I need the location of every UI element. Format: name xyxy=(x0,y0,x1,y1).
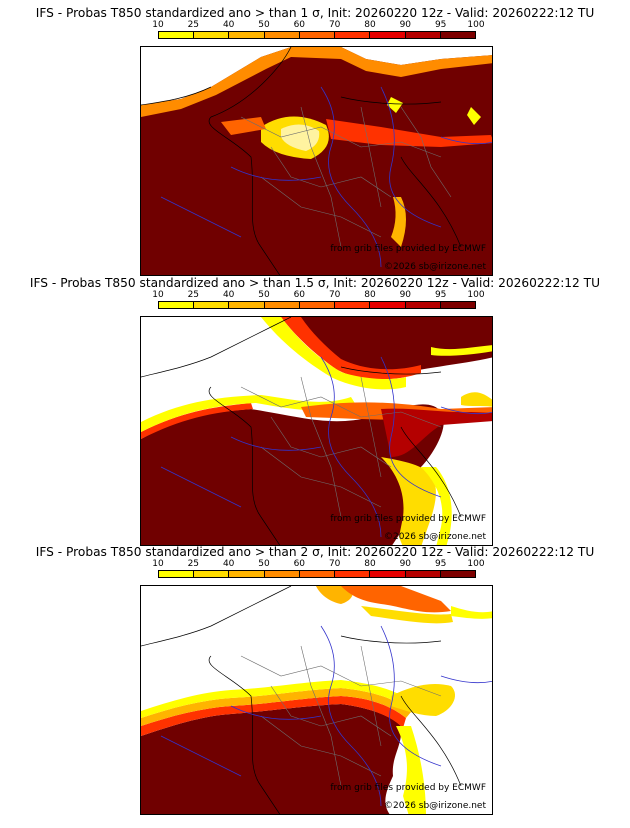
legend-tick: 70 xyxy=(328,290,341,300)
legend-tick: 70 xyxy=(328,559,341,569)
legend-swatch xyxy=(405,302,441,308)
credit-copyright: ©2026 sb@irizone.net xyxy=(384,262,486,272)
legend-tick: 100 xyxy=(467,290,485,300)
legend-tick: 60 xyxy=(293,290,306,300)
credit-source: from grib files provided by ECMWF xyxy=(330,244,486,254)
legend-tick: 10 xyxy=(152,559,164,569)
legend-tick: 40 xyxy=(222,559,235,569)
legend-ticks: 10 25 40 50 60 70 80 90 95 100 xyxy=(152,20,484,31)
legend-tick: 10 xyxy=(152,290,164,300)
legend-swatch xyxy=(440,571,475,577)
legend-swatch xyxy=(264,571,300,577)
legend-swatch xyxy=(335,302,371,308)
panel-title: IFS - Probas T850 standardized ano > tha… xyxy=(35,545,595,559)
probability-map: from grib files provided by ECMWF ©2026 … xyxy=(140,46,493,276)
credit-source: from grib files provided by ECMWF xyxy=(330,514,486,524)
legend-tick: 90 xyxy=(399,290,412,300)
legend-swatch xyxy=(194,32,230,38)
legend-swatch xyxy=(335,571,371,577)
credit-source: from grib files provided by ECMWF xyxy=(330,783,486,793)
panel-title: IFS - Probas T850 standardized ano > tha… xyxy=(29,276,601,290)
map-panel-1: IFS - Probas T850 standardized ano > tha… xyxy=(0,6,630,276)
panel-title: IFS - Probas T850 standardized ano > tha… xyxy=(35,6,595,20)
credit-copyright: ©2026 sb@irizone.net xyxy=(384,532,486,542)
legend-tick: 40 xyxy=(222,20,235,30)
color-bar xyxy=(158,301,476,309)
legend-ticks: 10 25 40 50 60 70 80 90 95 100 xyxy=(152,559,484,570)
legend-swatch xyxy=(229,571,265,577)
color-bar xyxy=(158,570,476,578)
legend-swatch xyxy=(299,302,336,308)
legend-swatch xyxy=(159,571,195,577)
legend-swatch xyxy=(370,571,406,577)
map-panel-3: IFS - Probas T850 standardized ano > tha… xyxy=(0,545,630,815)
legend-tick: 50 xyxy=(258,559,270,569)
legend-swatch xyxy=(299,571,336,577)
legend-swatch xyxy=(159,302,195,308)
legend-swatch xyxy=(229,302,265,308)
legend-swatch xyxy=(405,571,441,577)
legend-swatch xyxy=(370,302,406,308)
map-graphic xyxy=(141,317,492,545)
legend-tick: 25 xyxy=(187,559,200,569)
credit-copyright: ©2026 sb@irizone.net xyxy=(384,801,486,811)
legend-tick: 100 xyxy=(467,20,485,30)
probability-map: from grib files provided by ECMWF ©2026 … xyxy=(140,585,493,815)
map-graphic xyxy=(141,47,492,275)
legend-tick: 95 xyxy=(434,559,447,569)
map-panel-2: IFS - Probas T850 standardized ano > tha… xyxy=(0,276,630,546)
legend-swatch xyxy=(440,32,475,38)
legend-swatch xyxy=(299,32,336,38)
legend-tick: 95 xyxy=(434,20,447,30)
legend-swatch xyxy=(440,302,475,308)
legend-tick: 80 xyxy=(364,20,376,30)
legend-swatch xyxy=(264,32,300,38)
legend-tick: 10 xyxy=(152,20,164,30)
legend-swatch xyxy=(159,32,195,38)
legend-tick: 60 xyxy=(293,559,306,569)
legend-tick: 100 xyxy=(467,559,485,569)
legend-swatch xyxy=(264,302,300,308)
legend-swatch xyxy=(335,32,371,38)
legend-tick: 60 xyxy=(293,20,306,30)
legend-tick: 50 xyxy=(258,20,270,30)
legend-tick: 40 xyxy=(222,290,235,300)
legend-swatch xyxy=(194,571,230,577)
legend-tick: 50 xyxy=(258,290,270,300)
legend-tick: 25 xyxy=(187,20,200,30)
legend-ticks: 10 25 40 50 60 70 80 90 95 100 xyxy=(152,290,484,301)
legend-tick: 90 xyxy=(399,20,412,30)
legend-tick: 80 xyxy=(364,559,376,569)
legend-swatch xyxy=(405,32,441,38)
legend-tick: 95 xyxy=(434,290,447,300)
color-bar xyxy=(158,31,476,39)
legend-tick: 80 xyxy=(364,290,376,300)
legend-swatch xyxy=(194,302,230,308)
legend-swatch xyxy=(229,32,265,38)
legend-swatch xyxy=(370,32,406,38)
legend-tick: 90 xyxy=(399,559,412,569)
probability-map: from grib files provided by ECMWF ©2026 … xyxy=(140,316,493,546)
legend-tick: 25 xyxy=(187,290,200,300)
map-graphic xyxy=(141,586,492,814)
legend-tick: 70 xyxy=(328,20,341,30)
